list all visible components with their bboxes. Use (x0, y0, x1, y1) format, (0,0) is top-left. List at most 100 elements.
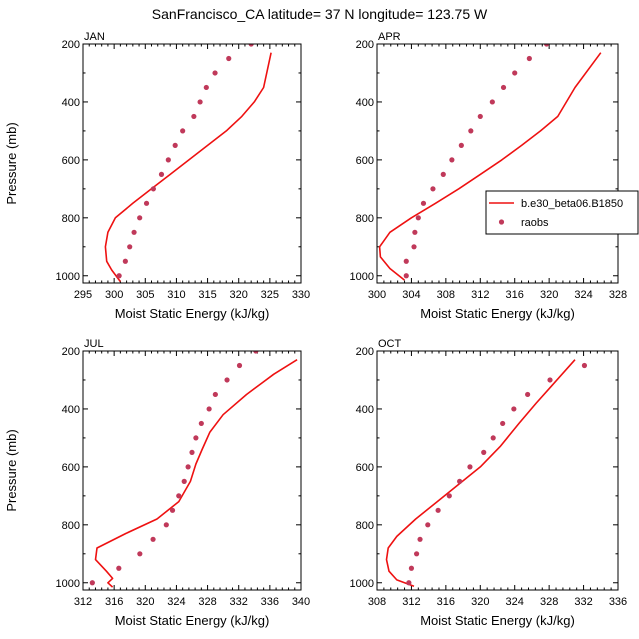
legend-label-model: b.e30_beta06.B1850 (521, 198, 623, 210)
x-tick-label: 332 (574, 596, 592, 608)
x-tick-label: 308 (368, 596, 386, 608)
raobs-point (547, 377, 553, 383)
y-tick-label: 800 (356, 520, 374, 532)
raobs-point (143, 200, 150, 206)
raobs-point (283, 334, 288, 339)
y-tick-label: 800 (62, 520, 80, 532)
raobs-point (212, 391, 218, 398)
x-tick-label: 320 (230, 289, 248, 301)
raobs-point (137, 215, 143, 221)
raobs-point (403, 273, 409, 279)
y-tick-label: 200 (356, 346, 374, 358)
plot-frame (376, 350, 619, 591)
raobs-point (181, 478, 187, 484)
raobs-point (413, 551, 420, 557)
y-tick-label: 200 (62, 346, 80, 358)
plot-area (89, 334, 298, 588)
chart-title: SanFrancisco_CA latitude= 37 N longitude… (152, 6, 488, 22)
y-tick-label: 1000 (350, 271, 374, 283)
raobs-point (481, 449, 487, 455)
x-axis-title: Moist Static Energy (kJ/kg) (420, 613, 575, 628)
raobs-point (449, 157, 455, 163)
x-axis-title: Moist Static Energy (kJ/kg) (115, 306, 270, 321)
panels: 295 300 305 310 315 320 325 330 200 400 600 800 1000… (4, 12, 628, 628)
raobs-point (150, 186, 156, 192)
x-tick-label: 304 (402, 289, 420, 301)
x-tick-label: 315 (198, 289, 216, 301)
raobs-point (490, 435, 496, 441)
x-tick-label: 316 (105, 596, 123, 608)
raobs-point (412, 229, 418, 235)
raobs-point (163, 522, 169, 528)
y-tick-label: 600 (356, 155, 374, 167)
raobs-point (403, 258, 409, 264)
raobs-point (131, 229, 137, 235)
model-line (385, 359, 576, 587)
y-tick-label: 200 (356, 39, 374, 51)
raobs-point (425, 522, 431, 528)
model-line (94, 359, 298, 588)
x-tick-label: 300 (368, 289, 386, 301)
raobs-point (500, 84, 507, 91)
raobs-point (411, 244, 417, 250)
raobs-point (500, 420, 506, 427)
y-tick-label: 400 (356, 97, 374, 109)
raobs-point (169, 507, 176, 513)
panel-jan: 295 300 305 310 315 320 325 330 200 400 600 800 1000… (4, 27, 310, 321)
raobs-point (158, 171, 165, 177)
plot-frame (82, 350, 302, 591)
x-tick-label: 324 (574, 289, 592, 301)
plot-area (385, 359, 588, 587)
raobs-point (457, 478, 463, 484)
y-tick-label: 1000 (350, 578, 374, 590)
panel-apr: 300 304 308 312 316 320 324 328 200 400 600 800 1000… (350, 12, 628, 321)
raobs-point (197, 99, 203, 105)
legend-label-raobs: raobs (521, 217, 549, 229)
raobs-point (489, 99, 495, 105)
x-tick-label: 336 (609, 596, 627, 608)
x-tick-label: 336 (261, 596, 279, 608)
x-tick-label: 320 (136, 596, 154, 608)
plot-area (104, 27, 288, 283)
raobs-point (172, 142, 178, 148)
raobs-point (604, 12, 609, 17)
x-tick-label: 305 (136, 289, 154, 301)
raobs-point (440, 171, 446, 177)
x-tick-label: 330 (292, 289, 310, 301)
y-tick-label: 800 (62, 213, 80, 225)
raobs-point (116, 565, 122, 571)
x-tick-label: 312 (402, 596, 420, 608)
raobs-point (526, 55, 532, 62)
raobs-point (191, 113, 197, 120)
y-tick-label: 800 (356, 213, 374, 225)
y-tick-label: 400 (62, 97, 80, 109)
plot-frame (376, 43, 619, 284)
y-tick-label: 1000 (56, 271, 80, 283)
y-tick-label: 1000 (56, 578, 80, 590)
raobs-point (203, 84, 209, 91)
legend-box (485, 190, 639, 235)
x-tick-label: 310 (167, 289, 185, 301)
x-tick-label: 295 (74, 289, 92, 301)
x-tick-label: 332 (230, 596, 248, 608)
raobs-point (543, 44, 550, 47)
raobs-point (406, 580, 412, 586)
x-axis-title: Moist Static Energy (kJ/kg) (420, 306, 575, 321)
raobs-point (420, 200, 427, 206)
raobs-point (127, 244, 133, 250)
raobs-point (165, 157, 171, 163)
raobs-point (198, 420, 204, 427)
raobs-point (137, 551, 143, 557)
raobs-point (185, 464, 191, 470)
model-line (104, 52, 272, 283)
raobs-point (116, 273, 122, 279)
plot-frame (82, 43, 302, 284)
panel-label: OCT (378, 338, 402, 350)
y-axis-title: Pressure (mb) (4, 122, 19, 204)
x-tick-label: 324 (167, 596, 185, 608)
raobs-point (283, 27, 288, 32)
panel-oct: 308 312 316 320 324 328 332 336 200 400 600 800 1000… (350, 338, 628, 628)
raobs-point (253, 351, 259, 354)
legend-marker-swatch (498, 219, 505, 225)
